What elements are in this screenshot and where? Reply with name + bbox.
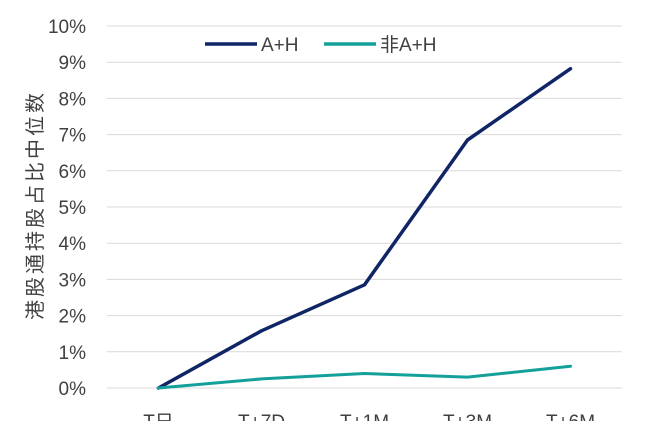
y-axis-ticks: 0% 1% 2% 3% 4% 5% 6% 7% 8% 9% 10%: [48, 17, 86, 400]
x-tick-label: T+6M: [546, 412, 595, 421]
y-tick-label: 9%: [59, 53, 87, 74]
series-line: [159, 69, 571, 388]
x-tick-label: T日: [143, 412, 174, 421]
series-lines: [158, 69, 570, 388]
y-tick-label: 7%: [59, 126, 87, 147]
y-axis-title: 港股通持股占比中位数: [23, 90, 47, 320]
x-tick-label: T+3M: [443, 412, 492, 421]
legend-label: A+H: [261, 35, 299, 56]
y-tick-label: 0%: [59, 379, 87, 400]
y-tick-label: 3%: [59, 270, 87, 291]
x-tick-label: T+1M: [340, 412, 389, 421]
series-line: [159, 366, 571, 388]
y-tick-label: 8%: [59, 89, 87, 110]
y-tick-label: 5%: [59, 198, 87, 219]
x-axis-ticks: T日 T+7D T+1M T+3M T+6M: [143, 412, 595, 421]
legend: A+H 非A+H: [205, 34, 437, 56]
legend-label: 非A+H: [380, 34, 437, 56]
y-tick-label: 1%: [59, 343, 87, 364]
y-tick-label: 4%: [59, 234, 87, 255]
x-tick-label: T+7D: [238, 412, 285, 421]
gridlines: [107, 26, 622, 388]
y-tick-label: 6%: [59, 162, 87, 183]
y-tick-label: 10%: [48, 17, 86, 38]
y-tick-label: 2%: [59, 307, 87, 328]
